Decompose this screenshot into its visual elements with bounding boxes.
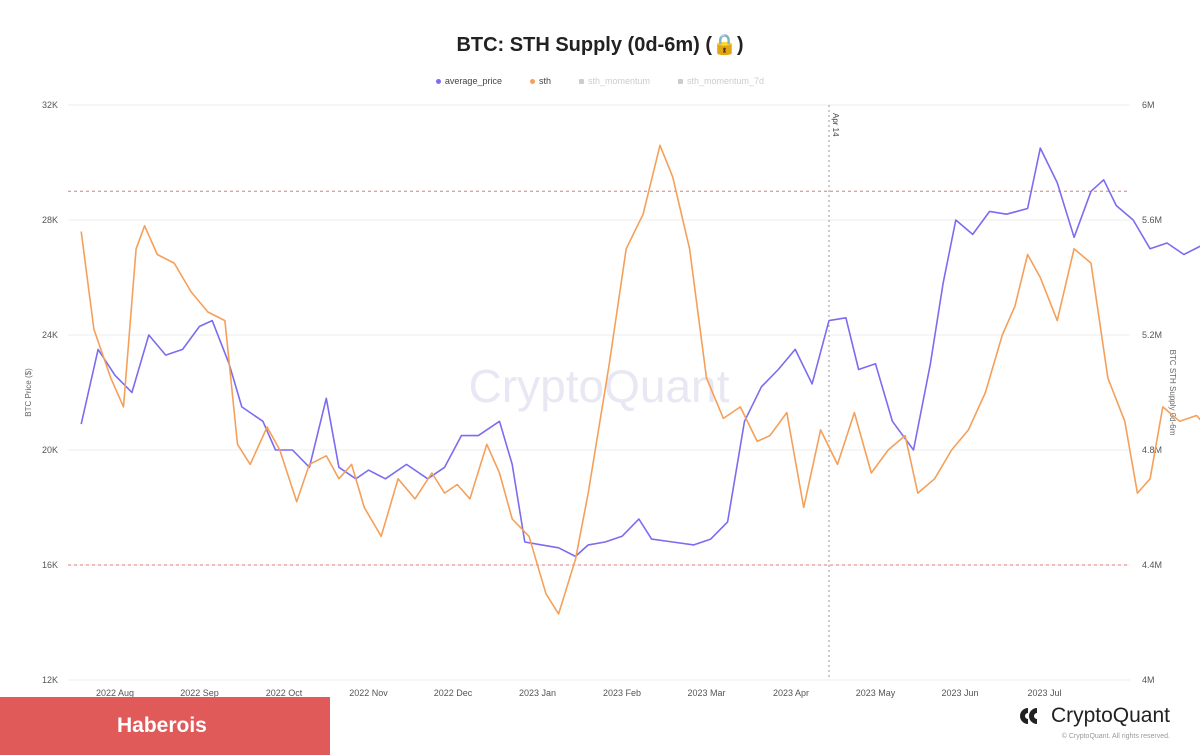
series-line-sth bbox=[80, 144, 1200, 615]
y-right-tick-label: 6M bbox=[1142, 100, 1155, 110]
x-tick-label: 2023 Apr bbox=[773, 688, 809, 698]
y-right-axis-label: BTC STH Supply 0d-6m bbox=[1168, 350, 1177, 436]
legend-label: sth bbox=[538, 76, 551, 86]
y-left-tick-label: 28K bbox=[42, 215, 58, 225]
y-left-axis-label: BTC Price ($) bbox=[24, 368, 33, 417]
y-left-tick-label: 12K bbox=[42, 675, 58, 685]
x-tick-label: 2022 Oct bbox=[266, 688, 303, 698]
brand-logo: CryptoQuant bbox=[1019, 704, 1170, 728]
x-tick-label: 2023 Mar bbox=[687, 688, 725, 698]
legend-label: sth_momentum_7d bbox=[687, 76, 765, 86]
legend-item-sth-momentum-7d[interactable]: sth_momentum_7d bbox=[678, 76, 764, 86]
x-tick-label: 2022 Dec bbox=[434, 688, 473, 698]
chart-title: BTC: STH Supply (0d-6m) (🔒) bbox=[456, 34, 744, 56]
series-line-average-price bbox=[80, 147, 1200, 558]
x-tick-label: 2023 Feb bbox=[603, 688, 641, 698]
y-left-tick-label: 20K bbox=[42, 445, 58, 455]
y-left-tick-label: 24K bbox=[42, 330, 58, 340]
x-tick-label: 2022 Sep bbox=[180, 688, 219, 698]
legend-swatch bbox=[678, 79, 684, 85]
watermark: CryptoQuant bbox=[469, 360, 730, 412]
y-right-tick-label: 4M bbox=[1142, 675, 1155, 685]
y-left-tick-label: 32K bbox=[42, 100, 58, 110]
legend-item-average-price[interactable]: average_price bbox=[435, 76, 502, 86]
event-marker-label: Apr 14 bbox=[831, 113, 840, 137]
x-tick-label: 2022 Nov bbox=[349, 688, 388, 698]
x-tick-label: 2023 Jan bbox=[519, 688, 556, 698]
brand-name: CryptoQuant bbox=[1050, 704, 1170, 727]
y-right-tick-label: 4.4M bbox=[1142, 560, 1162, 570]
chart-legend: average_price sth sth_momentum sth_momentum… bbox=[0, 76, 1200, 86]
legend-label: average_price bbox=[444, 76, 502, 86]
y-right-tick-label: 5.6M bbox=[1142, 215, 1162, 225]
legend-swatch bbox=[435, 79, 441, 85]
y-right-tick-label: 5.2M bbox=[1142, 330, 1162, 340]
source-badge: Haberois bbox=[0, 697, 330, 755]
x-tick-label: 2023 Jul bbox=[1027, 688, 1061, 698]
x-tick-label: 2023 May bbox=[856, 688, 896, 698]
y-right-tick-label: 4.8M bbox=[1142, 445, 1162, 455]
cryptoquant-icon bbox=[1019, 708, 1037, 724]
legend-item-sth[interactable]: sth bbox=[529, 76, 551, 86]
legend-swatch bbox=[578, 79, 584, 85]
x-tick-label: 2022 Aug bbox=[96, 688, 134, 698]
copyright-text: © CryptoQuant. All rights reserved. bbox=[1061, 733, 1170, 740]
legend-swatch bbox=[529, 79, 535, 85]
x-tick-label: 2023 Jun bbox=[941, 688, 978, 698]
source-badge-label: Haberois bbox=[117, 714, 207, 737]
y-left-tick-label: 16K bbox=[42, 560, 58, 570]
legend-label: sth_momentum bbox=[587, 76, 651, 86]
legend-item-sth-momentum[interactable]: sth_momentum bbox=[578, 76, 651, 86]
